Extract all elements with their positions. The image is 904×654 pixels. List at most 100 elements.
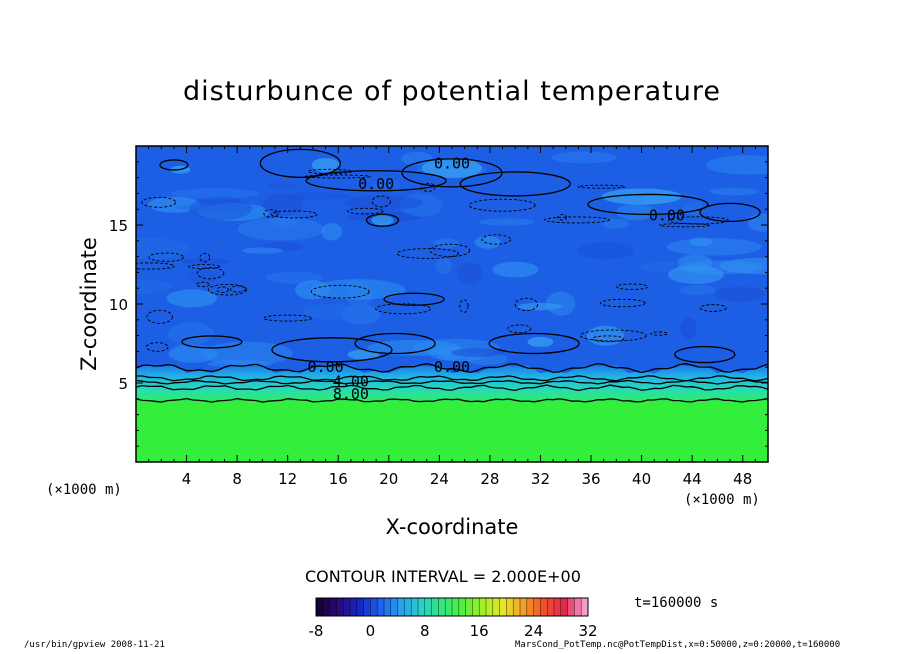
- contour-loop: [699, 202, 761, 223]
- y-axis: 5 10 15: [109, 145, 768, 463]
- disturbance-patch: [435, 256, 452, 275]
- disturbance-patch: [167, 322, 215, 345]
- disturbance-patch: [302, 303, 361, 320]
- contour-loop: [259, 148, 341, 179]
- colorbar-frame: [315, 597, 589, 617]
- time-label: t=160000 s: [634, 595, 719, 611]
- contour-line: [136, 362, 768, 374]
- disturbance-patch: [341, 304, 381, 325]
- disturbance-patch: [311, 279, 406, 300]
- colorbar: -8 0 8 16 24 32: [309, 597, 598, 640]
- colorbar-segment: [316, 598, 324, 616]
- contour-dashed: [347, 207, 384, 215]
- x-axis: 4 8 12 16 20 24 28 32 36 40 44 48: [135, 146, 769, 488]
- disturbance-patch: [545, 291, 576, 316]
- contour-dashed: [307, 168, 353, 175]
- contour-dashed: [658, 223, 710, 228]
- contour-loop: [305, 170, 447, 192]
- disturbance-highlight: [422, 158, 482, 179]
- colorbar-segment: [404, 598, 412, 616]
- contour-dashed: [667, 216, 729, 225]
- disturbance-patch: [262, 193, 304, 217]
- x-axis-unit: (×1000 m): [684, 492, 760, 508]
- colorbar-segment: [465, 598, 473, 616]
- contour-line: [136, 375, 768, 382]
- disturbance-patch: [478, 218, 535, 226]
- colorbar-segment: [336, 598, 344, 616]
- inversion-band: [136, 364, 768, 401]
- colorbar-segment: [581, 598, 589, 616]
- colorbar-segment: [540, 598, 548, 616]
- disturbance-patch: [136, 238, 191, 260]
- disturbance-patch: [266, 182, 296, 189]
- contour-dashed: [459, 299, 469, 313]
- disturbance-patch: [492, 261, 539, 278]
- contour-dashed: [507, 324, 532, 334]
- disturbance-patches: [136, 151, 768, 368]
- colorbar-segment: [363, 598, 371, 616]
- contour-loop: [365, 213, 400, 227]
- colorbar-segment: [390, 598, 398, 616]
- disturbance-patch: [207, 360, 273, 368]
- disturbance-patch: [709, 187, 759, 196]
- colorbar-tick-label: 24: [524, 622, 543, 640]
- colorbar-tick-label: 8: [420, 622, 430, 640]
- contour-interval-text: CONTOUR INTERVAL = 2.000E+00: [305, 567, 581, 586]
- heatmap-area: [136, 146, 768, 462]
- colorbar-segment: [513, 598, 521, 616]
- x-axis-label: X-coordinate: [385, 515, 519, 539]
- disturbance-patch: [747, 213, 768, 232]
- disturbance-patch: [689, 237, 713, 247]
- colorbar-segment: [574, 598, 582, 616]
- disturbance-patch: [666, 238, 762, 256]
- footer-file-info: MarsCond_PotTemp.nc@PotTempDist,x=0:5000…: [515, 640, 841, 650]
- contour-line: [136, 384, 768, 392]
- x-tick-label: 20: [379, 470, 398, 488]
- contour-loop: [271, 337, 393, 363]
- contour-loop: [587, 193, 709, 216]
- contour-label: 0.00: [434, 358, 470, 376]
- disturbance-patch: [616, 203, 655, 221]
- disturbance-patch: [705, 155, 768, 175]
- colorbar-segment: [547, 598, 555, 616]
- contour-dashed: [148, 252, 184, 262]
- colorbar-segment: [384, 598, 392, 616]
- y-tick-label: 15: [109, 217, 128, 235]
- disturbance-patch: [180, 258, 230, 265]
- disturbance-patch: [576, 242, 635, 260]
- lower-green-layer: [136, 400, 768, 462]
- disturbance-patch: [401, 151, 433, 166]
- disturbance-patch: [174, 204, 259, 211]
- colorbar-segment: [472, 598, 480, 616]
- contour-dashed: [216, 286, 229, 293]
- colorbar-tick-label: 16: [470, 622, 489, 640]
- colorbar-segment: [431, 598, 439, 616]
- x-tick-label: 24: [430, 470, 449, 488]
- colorbar-segment: [560, 598, 568, 616]
- colorbar-segment: [438, 598, 446, 616]
- disturbance-patch: [680, 317, 697, 339]
- contour-line: [136, 379, 768, 385]
- colorbar-segment: [458, 598, 466, 616]
- contour-loop: [383, 292, 445, 306]
- disturbance-patch: [171, 188, 259, 200]
- contour-dashed: [188, 264, 221, 270]
- contour-label-group: 0.000.000.000.00 0.004.008.00: [308, 154, 685, 403]
- x-tick-label: 48: [733, 470, 752, 488]
- y-tick-label: 10: [109, 296, 128, 314]
- colorbar-segment: [370, 598, 378, 616]
- contour-dashed: [195, 281, 210, 288]
- disturbance-highlight: [601, 188, 682, 205]
- colorbar-segment: [567, 598, 575, 616]
- contour-dashed: [371, 195, 391, 208]
- contour-dashed: [699, 304, 727, 312]
- disturbance-patch: [321, 223, 343, 241]
- colorbar-segment: [411, 598, 419, 616]
- disturbance-highlight: [371, 215, 394, 226]
- contour-label: 0.00: [308, 358, 344, 376]
- contour-dashed: [146, 309, 173, 324]
- contour-dashed: [270, 210, 318, 219]
- contour-dashed: [543, 216, 610, 224]
- contour-label: 0.00: [358, 175, 394, 193]
